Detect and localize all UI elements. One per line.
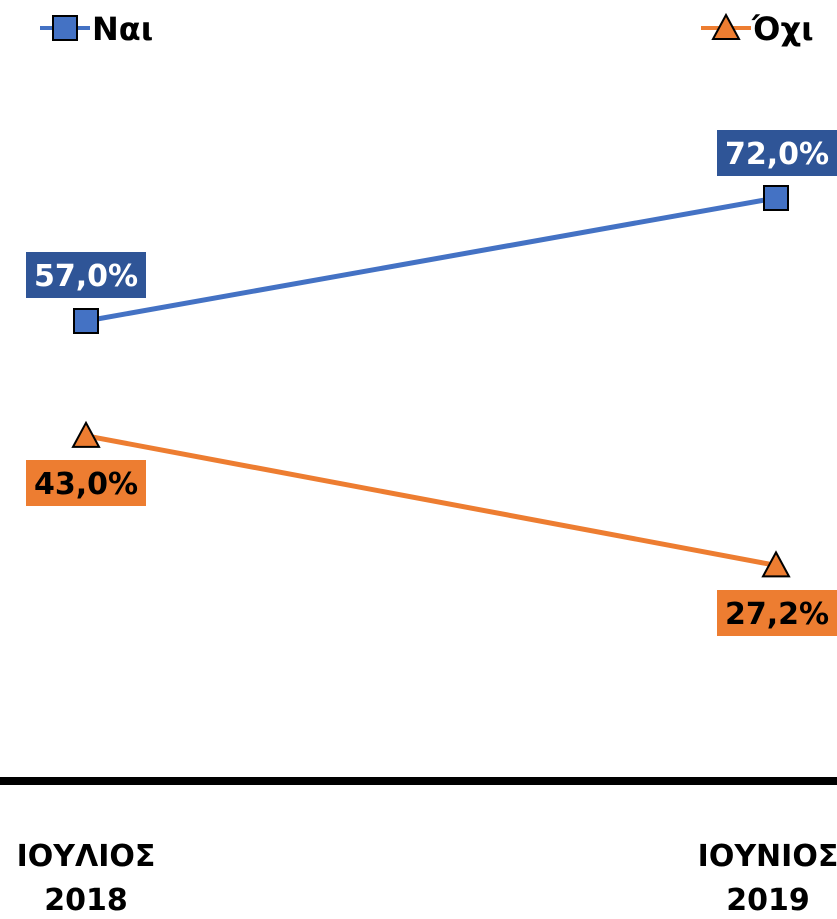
series-2: 43,0% 27,2% <box>26 420 837 636</box>
data-label-text: 57,0% <box>34 259 138 294</box>
legend-label: Όχι <box>751 10 814 48</box>
legend-label: Ναι <box>92 10 153 48</box>
data-point <box>761 550 791 578</box>
series-line <box>85 433 777 568</box>
legend-item: Ναι <box>40 10 153 48</box>
data-label-box <box>26 460 146 506</box>
x-tick-label: ΙΟΥΛΙΟΣ 2018 <box>17 839 156 918</box>
data-label: 57,0% <box>26 252 146 298</box>
legend-marker-icon <box>711 12 741 41</box>
data-label: 27,2% <box>717 590 837 636</box>
data-label-text: 43,0% <box>34 467 138 502</box>
data-label-text: 27,2% <box>725 597 829 632</box>
data-label: 43,0% <box>26 460 146 506</box>
x-tick-label: ΙΟΥΝΙΟΣ 2019 <box>698 839 837 918</box>
x-axis-ticks: ΙΟΥΛΙΟΣ 2018 ΙΟΥΝΙΟΣ 2019 <box>17 839 837 918</box>
x-tick-label-line: 2019 <box>726 883 810 918</box>
data-label-box <box>717 590 837 636</box>
x-tick-label-line: ΙΟΥΛΙΟΣ <box>17 839 156 874</box>
series-line <box>85 195 777 324</box>
data-label-box <box>26 252 146 298</box>
series-1: 57,0% 72,0% <box>26 130 837 334</box>
x-tick-label-line: ΙΟΥΝΙΟΣ <box>698 839 837 874</box>
data-label-box <box>717 130 837 176</box>
plot-area: 57,0% 72,0% 43,0% 27,2% <box>26 130 837 636</box>
data-label-text: 72,0% <box>725 137 829 172</box>
legend-item: Όχι <box>701 10 814 48</box>
data-point <box>763 185 789 211</box>
data-label: 72,0% <box>717 130 837 176</box>
data-point <box>73 308 99 334</box>
x-tick-label-line: 2018 <box>44 883 128 918</box>
data-point <box>71 420 101 448</box>
legend: Ναι Όχι <box>40 10 814 48</box>
legend-marker-icon <box>52 15 78 41</box>
